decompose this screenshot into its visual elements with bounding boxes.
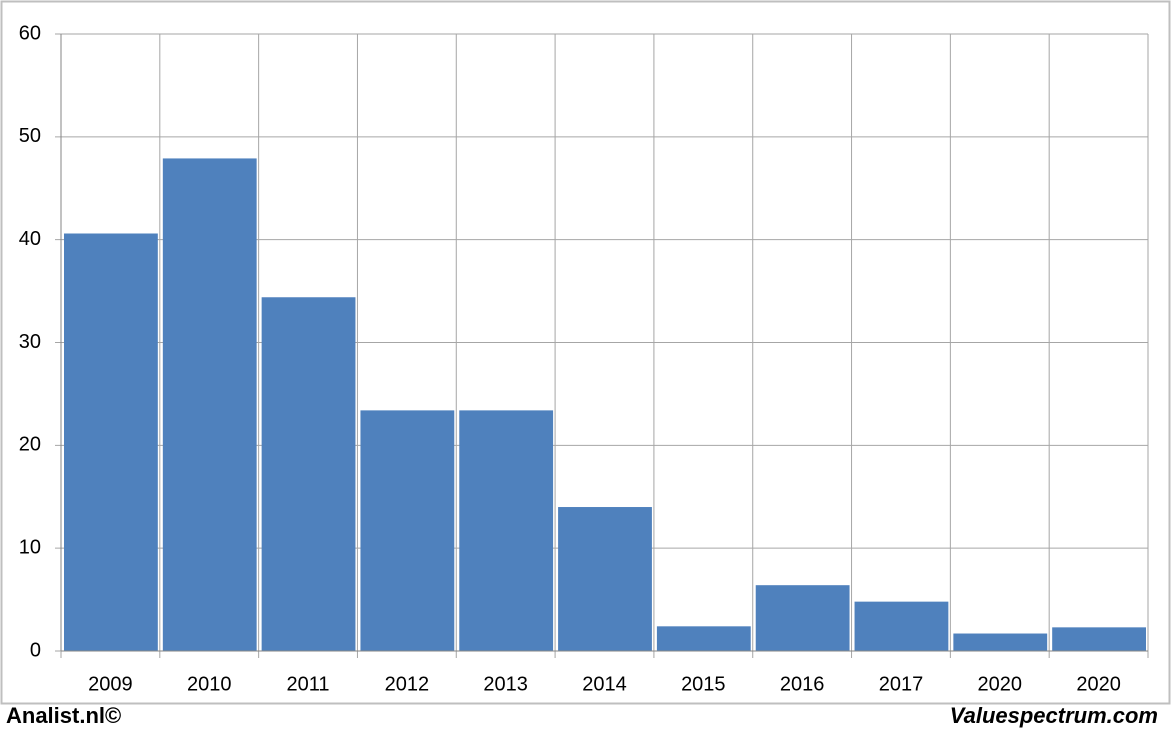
bar (459, 410, 554, 651)
y-tick-label: 0 (30, 639, 41, 661)
bar (64, 233, 158, 651)
x-tick-label: 2012 (385, 673, 430, 695)
y-tick-label: 40 (19, 228, 41, 250)
x-tick-label: 2010 (187, 673, 232, 695)
bar (558, 507, 652, 651)
x-tick-label: 2014 (582, 673, 627, 695)
bar (854, 601, 949, 651)
x-tick-label: 2013 (483, 673, 528, 695)
y-tick-label: 60 (19, 22, 41, 44)
y-tick-label: 10 (19, 536, 41, 558)
x-tick-label: 2020 (1076, 673, 1121, 695)
x-tick-label: 2020 (978, 673, 1023, 695)
y-tick-label: 20 (19, 434, 41, 456)
x-tick-label: 2011 (287, 673, 330, 695)
x-tick-label: 2016 (780, 673, 825, 695)
footer-left: Analist.nl© (6, 703, 121, 728)
x-tick-label: 2015 (681, 673, 726, 695)
bar (261, 297, 356, 651)
bar (1052, 627, 1146, 651)
y-tick-label: 50 (19, 125, 41, 147)
x-tick-label: 2017 (879, 673, 924, 695)
bar (360, 410, 455, 651)
footer-right: Valuespectrum.com (950, 703, 1158, 728)
bar (755, 585, 850, 651)
bar (656, 626, 751, 651)
y-tick-label: 30 (19, 331, 41, 353)
x-tick-label: 2009 (88, 673, 133, 695)
bar (162, 158, 257, 651)
bar (953, 633, 1048, 651)
